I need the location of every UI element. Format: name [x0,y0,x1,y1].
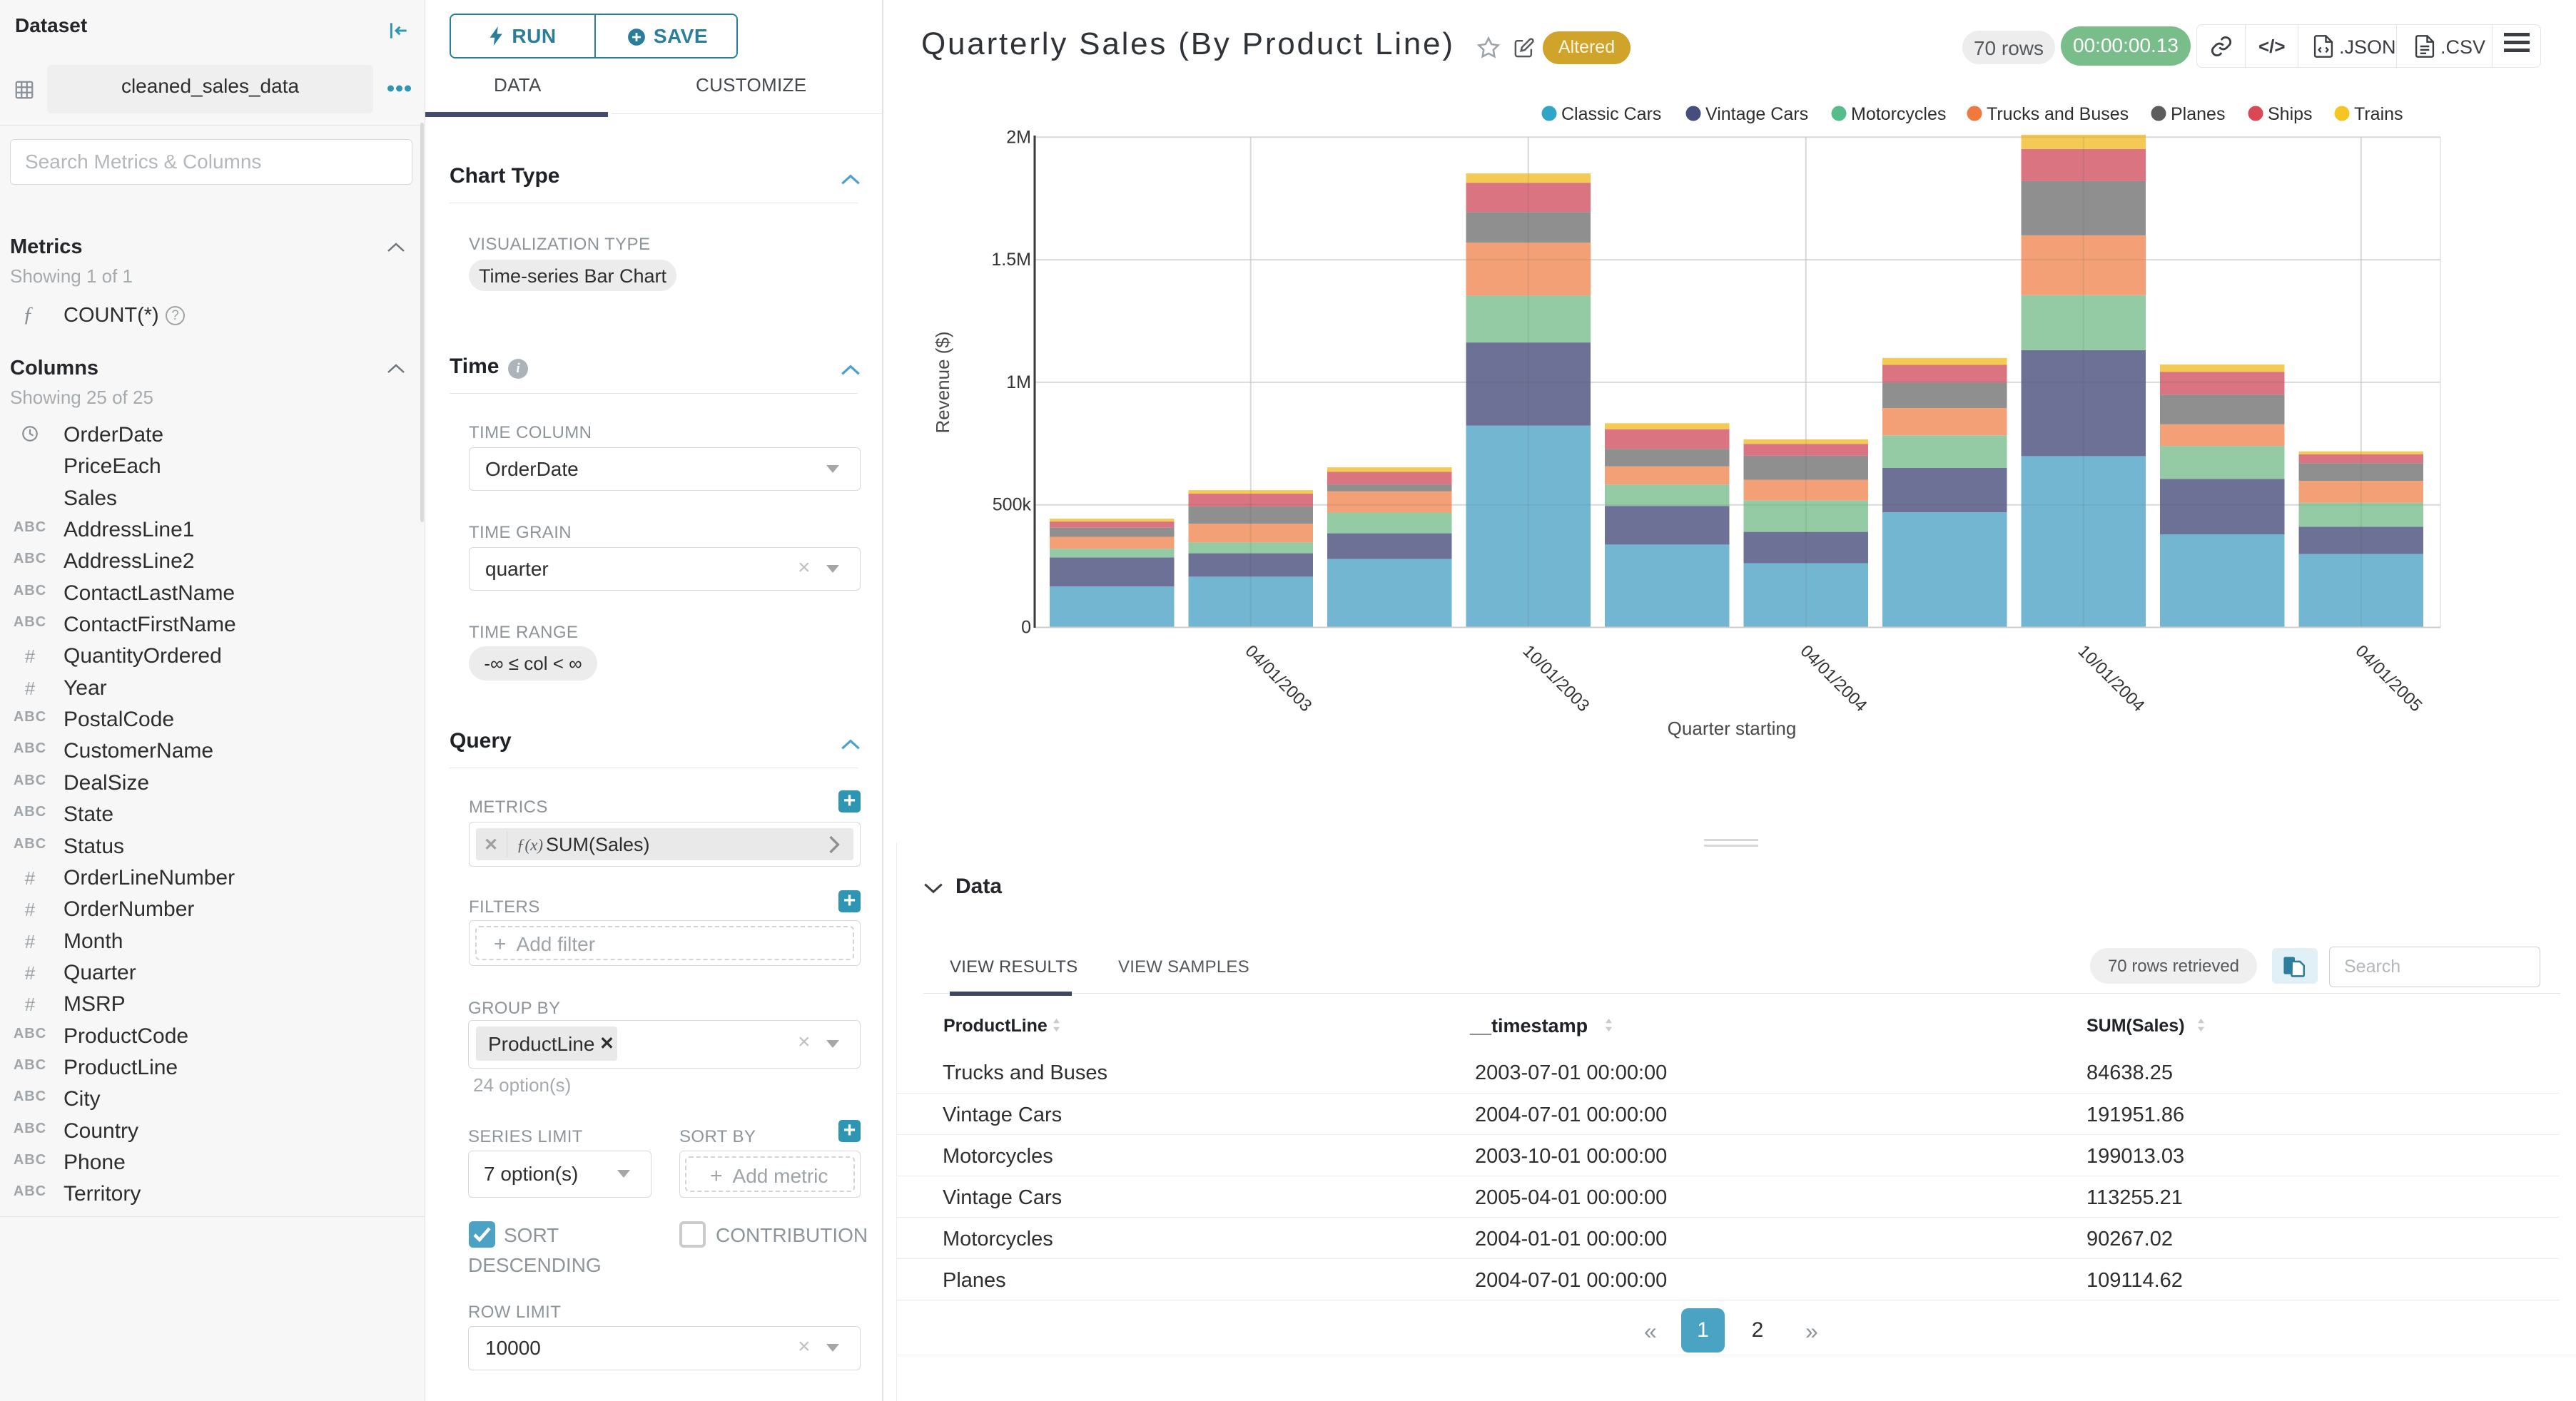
svg-text:1.5M: 1.5M [991,250,1031,270]
svg-text:Planes: Planes [2171,104,2225,124]
svg-text:2M: 2M [1006,127,1031,147]
svg-text:Classic Cars: Classic Cars [1561,104,1661,124]
svg-text:10/01/2003: 10/01/2003 [1519,641,1593,715]
svg-text:Revenue ($): Revenue ($) [932,331,953,433]
svg-text:Quarter starting: Quarter starting [1668,718,1797,739]
svg-text:1M: 1M [1006,372,1031,392]
svg-text:04/01/2004: 04/01/2004 [1797,641,1871,715]
svg-text:Motorcycles: Motorcycles [1851,104,1946,124]
svg-text:Vintage Cars: Vintage Cars [1705,104,1808,124]
svg-text:04/01/2005: 04/01/2005 [2352,641,2426,715]
svg-text:0: 0 [1021,618,1031,638]
svg-text:10/01/2004: 10/01/2004 [2074,641,2149,715]
svg-text:500k: 500k [993,495,1032,515]
svg-text:Trucks and Buses: Trucks and Buses [1987,104,2129,124]
svg-text:Trains: Trains [2354,104,2403,124]
svg-text:Ships: Ships [2268,104,2313,124]
svg-text:04/01/2003: 04/01/2003 [1242,641,1316,715]
